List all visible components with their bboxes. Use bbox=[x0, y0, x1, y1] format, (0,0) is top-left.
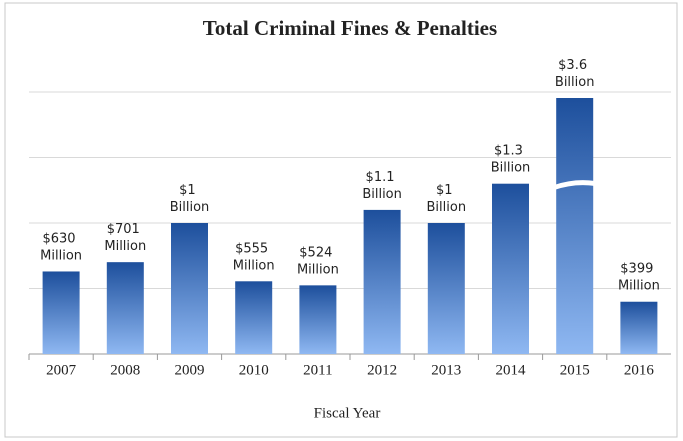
value-label-line: $1 bbox=[179, 183, 200, 198]
bar bbox=[363, 209, 401, 354]
x-tick-label: 2007 bbox=[46, 362, 77, 378]
bar bbox=[556, 98, 594, 354]
x-tick-label: 2011 bbox=[303, 362, 332, 378]
value-label-line: Million bbox=[40, 248, 82, 263]
value-label-line: $701 bbox=[107, 222, 144, 237]
value-label-line: Billion bbox=[427, 200, 467, 215]
x-tick-label: 2009 bbox=[175, 362, 205, 378]
bar bbox=[492, 183, 529, 354]
value-label: $701 Million bbox=[104, 222, 146, 254]
axis-break bbox=[554, 180, 596, 190]
value-label-line: $555 bbox=[235, 241, 272, 256]
value-label-line: $524 bbox=[299, 245, 336, 260]
value-label-line: $1.3 bbox=[494, 143, 527, 158]
value-label-line: Million bbox=[233, 258, 275, 273]
bar bbox=[42, 271, 80, 354]
value-label-line: Billion bbox=[170, 200, 210, 215]
value-label: $1 Billion bbox=[427, 183, 467, 215]
bar bbox=[299, 285, 337, 354]
x-axis-title: Fiscal Year bbox=[314, 405, 381, 421]
x-tick-label: 2008 bbox=[110, 362, 140, 378]
value-label-line: $3.6 bbox=[558, 58, 591, 73]
value-label: $1 Billion bbox=[170, 183, 210, 215]
value-label-line: Million bbox=[297, 262, 339, 277]
value-label-line: Million bbox=[618, 278, 660, 293]
value-label-line: $399 bbox=[620, 261, 657, 276]
value-label: $399 Million bbox=[618, 261, 660, 293]
value-label: $524 Million bbox=[297, 245, 339, 277]
chart-title: Total Criminal Fines & Penalties bbox=[203, 16, 497, 40]
x-tick-label: 2015 bbox=[560, 362, 590, 378]
value-label: $630 Million bbox=[40, 231, 82, 263]
value-label: $555 Million bbox=[233, 241, 275, 273]
bar bbox=[106, 262, 144, 354]
value-label-line: Billion bbox=[362, 186, 402, 201]
value-label: $3.6 Billion bbox=[555, 58, 595, 90]
value-label-line: $630 bbox=[42, 231, 79, 246]
value-label: $1.1 Billion bbox=[362, 169, 402, 201]
x-tick-label: 2012 bbox=[367, 362, 397, 378]
value-label-line: $1.1 bbox=[366, 169, 399, 184]
value-label-line: $1 bbox=[436, 183, 457, 198]
bar bbox=[171, 223, 208, 354]
value-label: $1.3 Billion bbox=[491, 143, 531, 175]
bar bbox=[427, 223, 465, 354]
bar bbox=[620, 301, 658, 354]
value-label-line: Million bbox=[104, 239, 146, 254]
bar bbox=[235, 281, 273, 354]
value-label-line: Billion bbox=[555, 75, 595, 90]
x-tick-label: 2010 bbox=[239, 362, 269, 378]
x-tick-label: 2014 bbox=[496, 362, 527, 378]
x-tick-label: 2016 bbox=[624, 362, 655, 378]
x-tick-label: 2013 bbox=[431, 362, 461, 378]
value-label-line: Billion bbox=[491, 160, 531, 175]
